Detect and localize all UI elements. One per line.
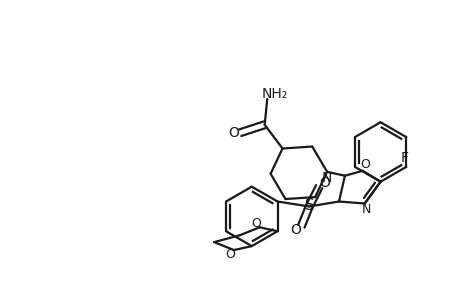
Text: O: O: [250, 217, 260, 230]
Text: N: N: [361, 203, 370, 216]
Text: O: O: [289, 223, 300, 237]
Text: S: S: [305, 198, 314, 213]
Text: O: O: [227, 126, 238, 140]
Text: O: O: [319, 176, 330, 190]
Text: NH₂: NH₂: [262, 87, 288, 101]
Text: N: N: [321, 171, 331, 185]
Text: O: O: [359, 158, 369, 171]
Text: O: O: [224, 248, 235, 260]
Text: F: F: [399, 151, 408, 165]
